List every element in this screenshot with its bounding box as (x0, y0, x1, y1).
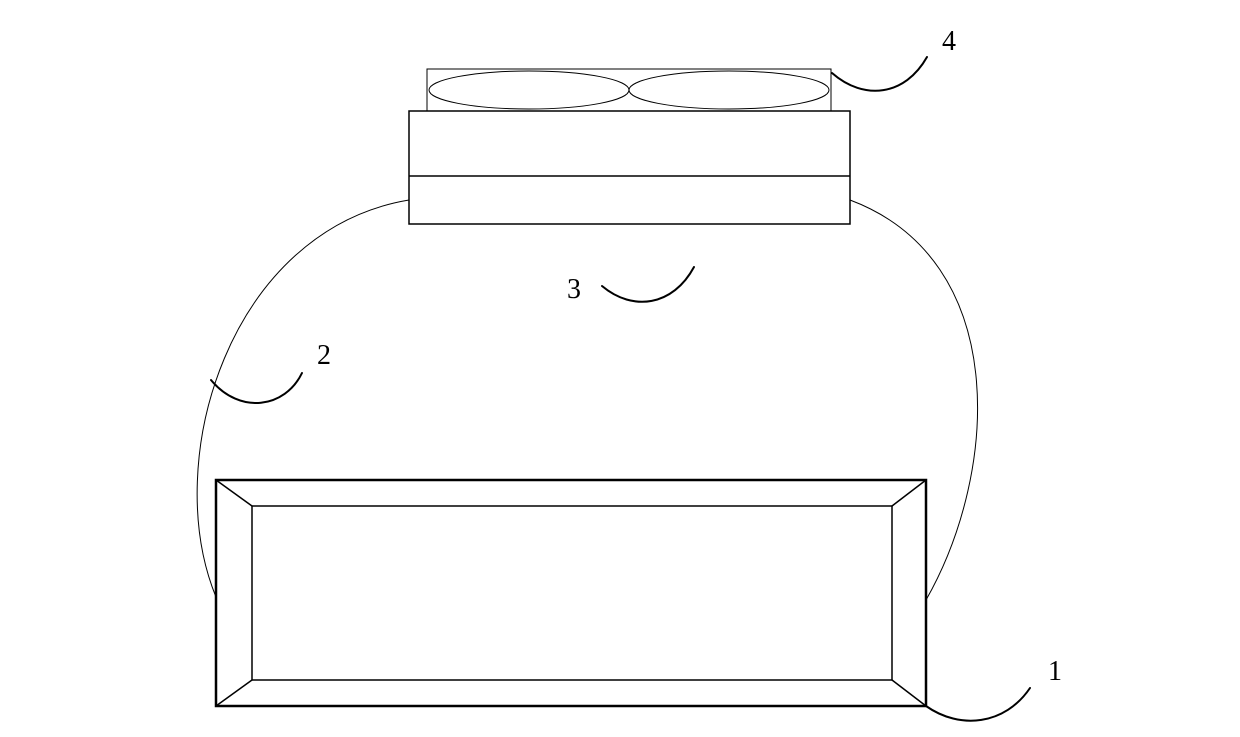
callout-label-3: 3 (567, 274, 581, 305)
base-tray-bevel-2 (892, 480, 926, 506)
callout-leader-4 (832, 57, 927, 91)
pipe-left (197, 200, 409, 597)
callout-leader-1 (926, 688, 1030, 721)
base-tray-bevel-4 (216, 680, 252, 706)
callout-3: 3 (567, 267, 694, 305)
fan-housing (427, 69, 831, 111)
base-tray-outer (216, 480, 926, 706)
callout-label-2: 2 (317, 340, 331, 371)
callout-1: 1 (926, 656, 1062, 721)
callout-2: 2 (211, 340, 331, 403)
pipe-right (850, 200, 978, 600)
condenser-outline (409, 111, 850, 224)
callout-leader-3 (602, 267, 694, 302)
condenser-block (409, 111, 850, 224)
fan-opening-1 (429, 71, 629, 109)
base-tray (216, 480, 926, 706)
callout-leader-2 (211, 373, 302, 403)
base-tray-bevel-3 (892, 680, 926, 706)
callout-label-4: 4 (942, 26, 956, 57)
base-tray-inner (252, 506, 892, 680)
base-tray-bevel-1 (216, 480, 252, 506)
callout-label-1: 1 (1048, 656, 1062, 687)
fan-opening-2 (629, 71, 829, 109)
callout-4: 4 (832, 26, 956, 91)
